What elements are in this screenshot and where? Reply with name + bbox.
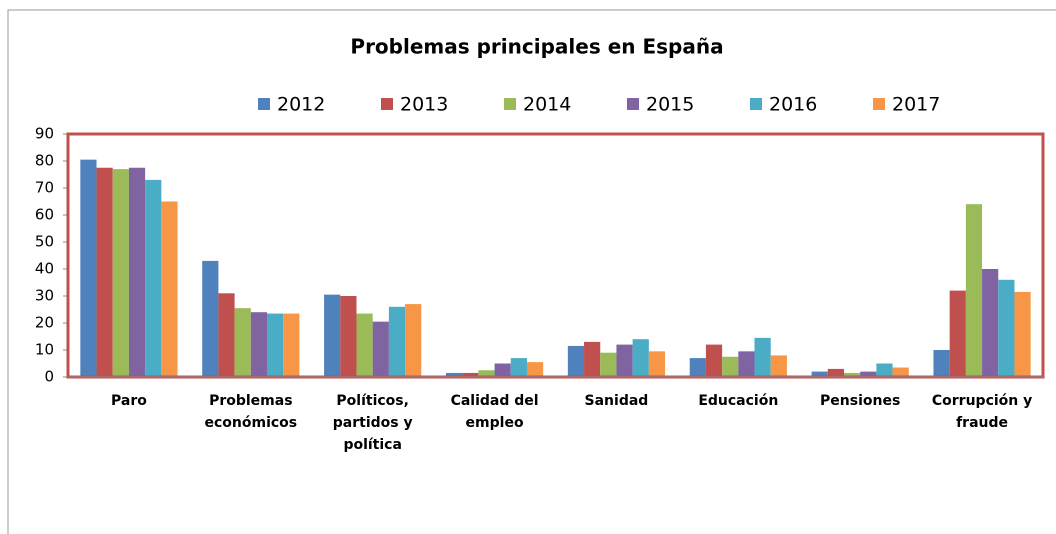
bar	[1014, 291, 1031, 377]
bar	[689, 358, 706, 377]
bar	[827, 368, 844, 377]
bar	[494, 363, 511, 377]
x-tick-label: Calidad del empleo	[450, 393, 539, 431]
bar	[933, 350, 950, 377]
bar	[705, 344, 723, 377]
y-tick-label: 40	[35, 260, 54, 278]
legend-label: 2016	[769, 94, 817, 116]
y-tick-label: 90	[35, 125, 54, 143]
bar	[388, 306, 406, 377]
bar	[770, 355, 787, 377]
bar	[202, 260, 219, 377]
bar	[405, 304, 422, 377]
bar	[632, 339, 649, 377]
legend-swatch	[750, 98, 762, 110]
legend-swatch	[873, 98, 885, 110]
bar	[738, 351, 755, 377]
legend-swatch	[627, 98, 639, 110]
legend-swatch	[381, 98, 393, 110]
x-tick-label: Educación	[698, 393, 779, 409]
x-tick-label: Políticos, partidos y política	[332, 393, 413, 453]
bar	[324, 294, 341, 377]
bar	[584, 341, 601, 377]
legend-swatch	[504, 98, 516, 110]
bar	[128, 167, 146, 377]
bar	[356, 313, 373, 377]
bar	[648, 351, 666, 377]
bar	[876, 363, 893, 377]
bar	[949, 290, 966, 377]
bar	[218, 293, 235, 377]
y-tick-label: 80	[35, 152, 54, 170]
bar	[510, 358, 527, 377]
bar	[145, 179, 162, 377]
legend-label: 2014	[523, 94, 571, 116]
legend-label: 2013	[400, 94, 448, 116]
bar	[998, 279, 1015, 377]
bar	[283, 313, 300, 377]
bar	[478, 370, 495, 377]
y-tick-label: 70	[35, 179, 54, 197]
y-tick-label: 10	[35, 341, 54, 359]
bar	[112, 169, 129, 377]
bar	[161, 201, 178, 377]
bar	[722, 356, 739, 377]
bar	[80, 159, 97, 377]
y-tick-label: 60	[35, 206, 54, 224]
bar	[616, 344, 633, 377]
bar	[860, 371, 877, 377]
bar	[567, 345, 585, 377]
bar	[843, 372, 861, 377]
bar	[811, 371, 828, 377]
x-tick-label: Corrupción y fraude	[931, 393, 1033, 431]
y-tick-label: 20	[35, 314, 54, 332]
bar	[600, 352, 617, 377]
x-tick-label: Paro	[111, 393, 147, 409]
chart-title: Problemas principales en España	[350, 35, 723, 59]
x-tick-label: Sanidad	[584, 393, 649, 409]
bar	[372, 321, 389, 377]
bar	[462, 372, 479, 377]
bar	[234, 308, 251, 377]
chart-frame	[7, 9, 1056, 534]
bar	[250, 312, 268, 377]
bar	[445, 372, 463, 377]
legend-label: 2015	[646, 94, 694, 116]
legend-label: 2017	[892, 94, 940, 116]
y-tick-label: 0	[44, 368, 54, 386]
legend-label: 2012	[277, 94, 325, 116]
y-tick-label: 30	[35, 287, 54, 305]
bar	[754, 337, 771, 377]
bar	[96, 167, 113, 377]
legend-swatch	[258, 98, 270, 110]
x-tick-label: Pensiones	[820, 393, 901, 409]
bar	[892, 367, 909, 377]
bar	[526, 362, 544, 377]
bar	[965, 204, 983, 377]
bar	[982, 269, 999, 377]
x-tick-label: Problemas económicos	[204, 393, 298, 431]
bar	[340, 296, 357, 377]
y-tick-label: 50	[35, 233, 54, 251]
bar	[267, 313, 284, 377]
